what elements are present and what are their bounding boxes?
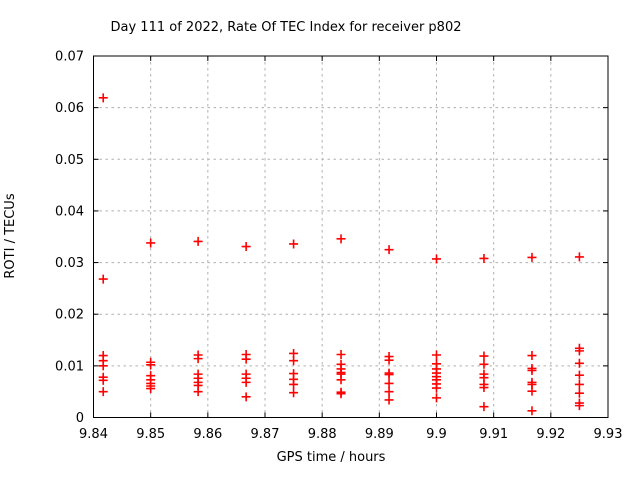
data-point-marker [289, 388, 299, 398]
data-point-marker [384, 355, 394, 365]
y-tick-label: 0.02 [55, 308, 84, 323]
data-point-marker [384, 387, 394, 397]
data-point-marker [98, 387, 108, 397]
data-point-marker [574, 388, 584, 398]
data-point-marker [527, 386, 537, 396]
data-point-marker [527, 366, 537, 376]
data-point-marker [384, 378, 394, 388]
data-point-marker [527, 252, 537, 262]
data-point-marker [289, 379, 299, 389]
data-point-marker [336, 349, 346, 359]
data-point-marker [193, 387, 203, 397]
x-tick-label: 9.92 [536, 427, 565, 442]
y-tick-label: 0.07 [55, 50, 84, 65]
x-tick-label: 9.86 [193, 427, 222, 442]
data-point-marker [574, 358, 584, 368]
data-point-marker [289, 356, 299, 366]
plot-border [93, 55, 609, 418]
data-point-marker [479, 359, 489, 369]
data-point-marker [98, 361, 108, 371]
data-point-marker [98, 93, 108, 103]
data-point-marker [574, 401, 584, 411]
data-point-marker [241, 392, 251, 402]
data-point-marker [193, 354, 203, 364]
data-point-marker [336, 389, 346, 399]
x-tick-label: 9.9 [426, 427, 447, 442]
data-point-marker [574, 379, 584, 389]
data-point-marker [146, 360, 156, 370]
x-tick-label: 9.93 [594, 427, 623, 442]
y-tick-label: 0.04 [55, 204, 84, 219]
x-tick-label: 9.91 [479, 427, 508, 442]
data-point-marker [336, 234, 346, 244]
data-point-marker [479, 351, 489, 361]
data-point-marker [98, 274, 108, 284]
x-tick-label: 9.85 [136, 427, 165, 442]
y-tick-label: 0.05 [55, 153, 84, 168]
data-point-marker [384, 395, 394, 405]
x-tick-label: 9.88 [308, 427, 337, 442]
data-point-marker [432, 393, 441, 403]
data-point-marker [432, 350, 441, 360]
y-tick-label: 0 [76, 411, 84, 426]
data-point-marker [574, 370, 584, 380]
data-point-marker [574, 252, 584, 262]
data-point-marker [479, 402, 489, 412]
y-tick-label: 0.01 [55, 359, 84, 374]
data-point-marker [479, 253, 489, 263]
y-tick-label: 0.06 [55, 101, 84, 116]
data-point-marker [193, 236, 203, 246]
x-tick-label: 9.89 [365, 427, 394, 442]
data-point-marker [527, 406, 537, 416]
data-point-marker [432, 254, 441, 264]
data-point-marker [241, 377, 251, 387]
data-point-marker [146, 384, 156, 394]
chart-title: Day 111 of 2022, Rate Of TEC Index for r… [110, 20, 462, 35]
y-tick-label: 0.03 [55, 256, 84, 271]
data-point-marker [479, 383, 489, 393]
data-point-marker [384, 245, 394, 255]
x-tick-label: 9.84 [79, 427, 108, 442]
x-tick-label: 9.87 [251, 427, 280, 442]
data-point-marker [574, 346, 584, 356]
data-point-marker [146, 238, 156, 248]
data-point-marker [527, 351, 537, 361]
data-point-marker [384, 370, 394, 380]
data-point-marker [241, 242, 251, 252]
data-point-marker [289, 239, 299, 249]
data-point-marker [241, 354, 251, 364]
x-axis-label: GPS time / hours [276, 450, 386, 465]
data-point-marker [98, 375, 108, 385]
data-point-marker [432, 383, 441, 393]
y-axis-label: ROTI / TECUs [2, 193, 18, 279]
data-point-marker [336, 375, 346, 385]
